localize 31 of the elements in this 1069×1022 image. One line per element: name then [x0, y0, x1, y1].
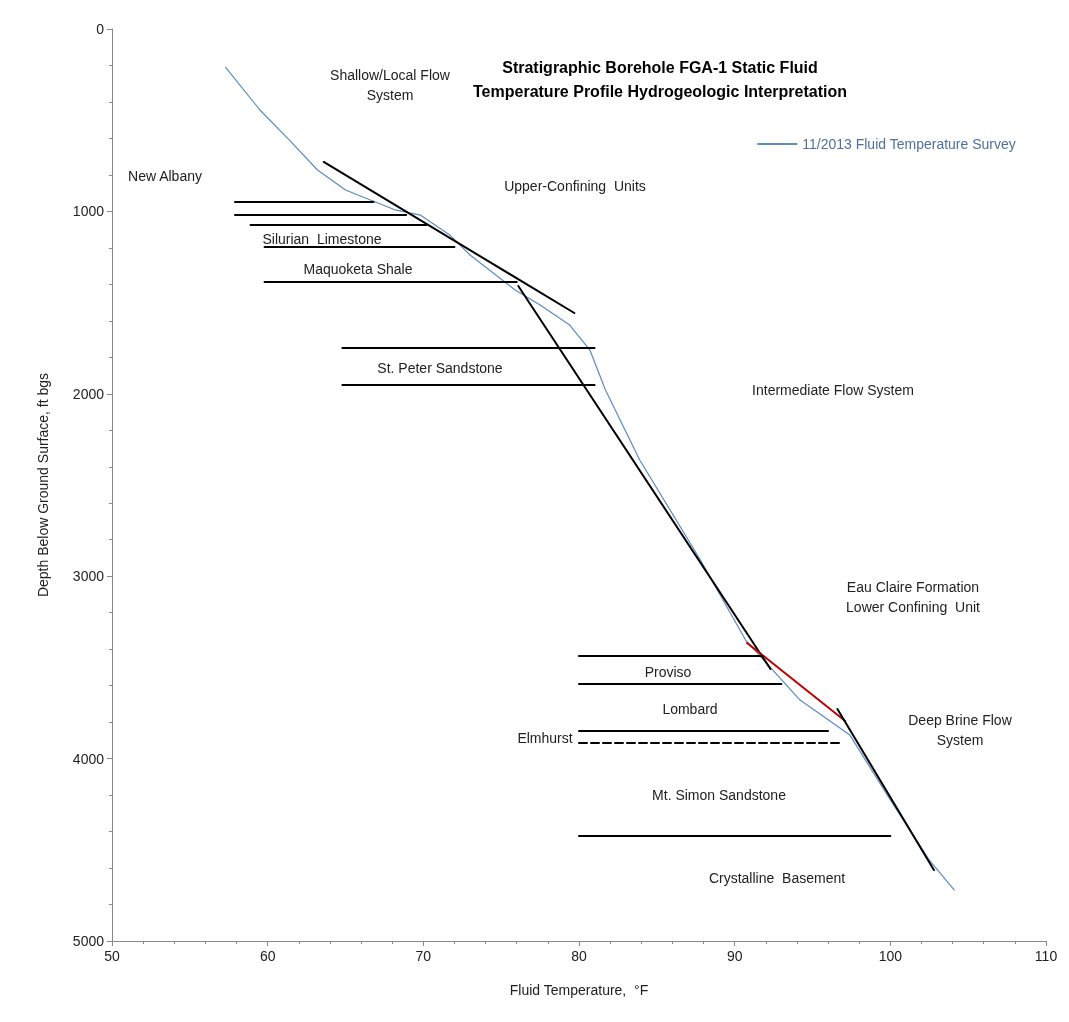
- x-tick-label: 80: [571, 948, 587, 964]
- y-tick-label: 0: [96, 21, 105, 37]
- annotation: Proviso: [644, 664, 692, 680]
- annotation: New Albany: [128, 168, 202, 184]
- y-axis-title: Depth Below Ground Surface, ft bgs: [35, 372, 51, 598]
- y-tick-label: 1000: [72, 203, 105, 220]
- x-tick-label: 60: [259, 948, 276, 964]
- annotation: Mt. Simon Sandstone: [652, 787, 787, 803]
- x-tick-label: 90: [726, 948, 743, 964]
- annotation: Upper-Confining Units: [504, 178, 646, 194]
- annotation: Shallow/Local Flow System: [330, 67, 451, 103]
- annotation: Elmhurst: [517, 730, 573, 746]
- y-tick-label: 5000: [72, 933, 105, 949]
- x-tick-label: 50: [104, 948, 120, 964]
- text: Stratigraphic Borehole FGA-1 Static Fluid Temperature Profile Hydrogeologic Interpretation: [473, 58, 848, 100]
- x-tick-label: 110: [1034, 948, 1058, 964]
- annotation: Crystalline Basement: [708, 870, 846, 886]
- annotation: Lombard: [662, 701, 718, 717]
- annotation: St. Peter Sandstone: [377, 360, 503, 376]
- x-axis-title: Fluid Temperature, °F: [509, 982, 649, 998]
- x-tick-label: 70: [415, 948, 432, 964]
- annotation: Intermediate Flow System: [752, 382, 914, 398]
- y-tick-label: 2000: [72, 385, 105, 402]
- y-tick-label: 4000: [72, 750, 105, 767]
- legend-label: 11/2013 Fluid Temperature Survey: [802, 136, 1016, 152]
- annotation: Silurian Limestone: [262, 231, 382, 247]
- x-tick-label: 100: [878, 948, 903, 964]
- annotation: Maquoketa Shale: [303, 261, 413, 277]
- y-tick-label: 3000: [72, 568, 105, 585]
- annotation: Deep Brine Flow System: [908, 712, 1013, 748]
- annotation: Eau Claire Formation Lower Confining Unit: [846, 579, 981, 615]
